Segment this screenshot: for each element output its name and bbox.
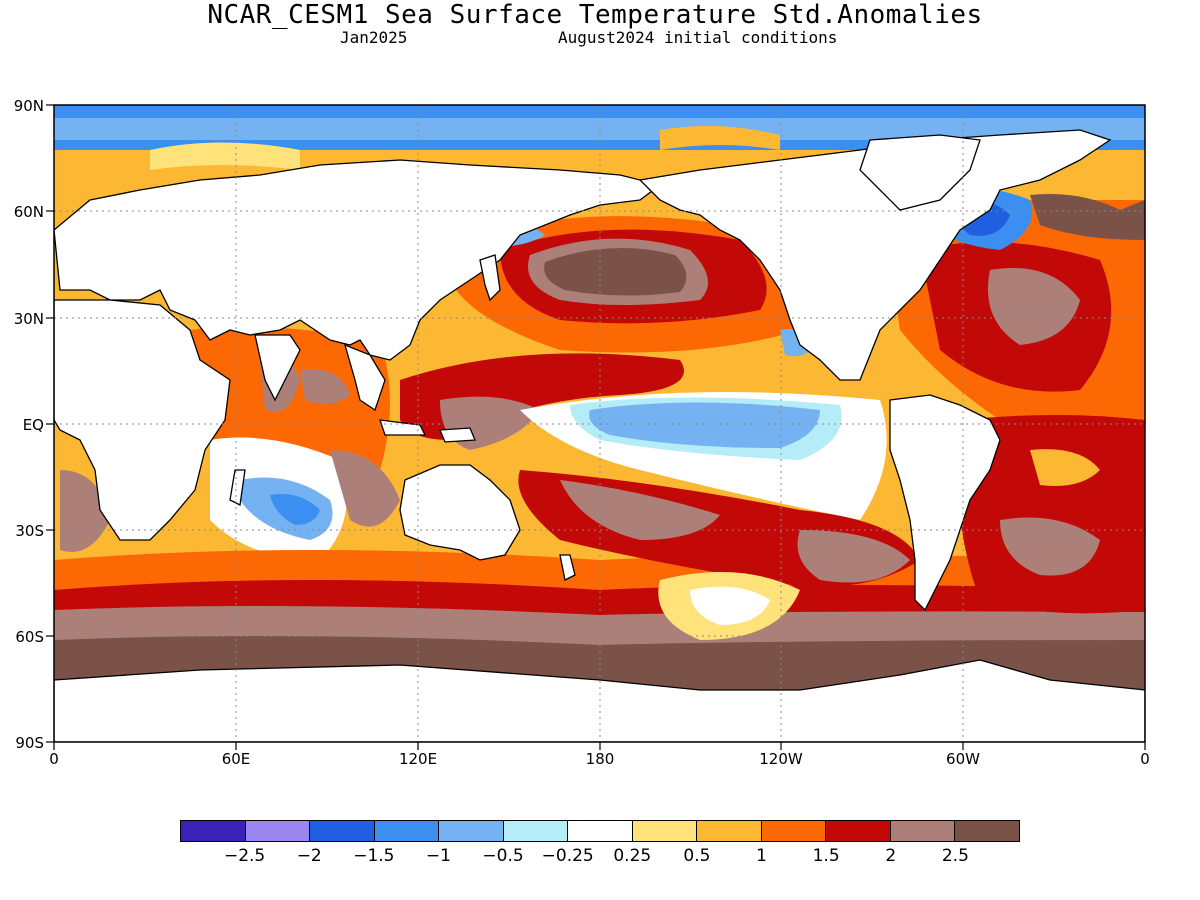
legend-swatch-8 bbox=[697, 821, 762, 841]
legend-label-1: −2 bbox=[296, 846, 322, 866]
legend-label-8: 1 bbox=[756, 846, 767, 866]
lat-label-eq: EQ bbox=[22, 416, 44, 434]
legend-swatch-0 bbox=[181, 821, 246, 841]
legend-swatch-5 bbox=[503, 821, 569, 841]
legend-label-0: −2.5 bbox=[223, 846, 266, 866]
legend-label-3: −1 bbox=[425, 846, 451, 866]
legend-label-7: 0.5 bbox=[683, 846, 711, 866]
axis-ticks bbox=[46, 104, 1146, 750]
lat-label-90s: 90S bbox=[15, 734, 44, 752]
lat-label-30n: 30N bbox=[13, 310, 44, 328]
legend-swatch-12 bbox=[955, 821, 1019, 841]
legend-label-9: 1.5 bbox=[812, 846, 840, 866]
lon-label-60w: 60W bbox=[946, 750, 980, 768]
legend-label-5: −0.25 bbox=[541, 846, 594, 866]
lon-label-120w: 120W bbox=[759, 750, 803, 768]
lon-label-60e: 60E bbox=[221, 750, 251, 768]
legend-label-11: 2.5 bbox=[941, 846, 969, 866]
legend-label-4: −0.5 bbox=[482, 846, 524, 866]
chart-title: NCAR_CESM1 Sea Surface Temperature Std.A… bbox=[207, 0, 983, 30]
legend-swatch-4 bbox=[439, 821, 504, 841]
legend-swatch-10 bbox=[826, 821, 891, 841]
legend-swatch-9 bbox=[761, 821, 827, 841]
legend-swatch-1 bbox=[245, 821, 311, 841]
legend-label-2: −1.5 bbox=[353, 846, 395, 866]
legend-swatch-6 bbox=[568, 821, 633, 841]
lon-label-120e: 120E bbox=[398, 750, 438, 768]
target-month: Jan2025 bbox=[340, 28, 408, 47]
lon-label-180: 180 bbox=[585, 750, 615, 768]
lat-label-60n: 60N bbox=[13, 203, 44, 221]
lat-label-90n: 90N bbox=[13, 97, 44, 115]
legend-swatch-3 bbox=[374, 821, 440, 841]
lat-label-30s: 30S bbox=[15, 522, 44, 540]
legend-label-10: 2 bbox=[885, 846, 897, 866]
grid-lines bbox=[54, 105, 1145, 742]
lat-label-60s: 60S bbox=[15, 628, 44, 646]
legend-swatch-11 bbox=[890, 821, 956, 841]
legend-swatch-7 bbox=[632, 821, 698, 841]
legend-swatch-2 bbox=[310, 821, 375, 841]
initial-conditions: August2024 initial conditions bbox=[558, 28, 838, 47]
lon-label-0-east: 0 bbox=[1140, 750, 1150, 768]
legend-label-6: 0.25 bbox=[613, 846, 652, 866]
color-legend-bar bbox=[180, 820, 1020, 842]
lon-label-0: 0 bbox=[49, 750, 59, 768]
